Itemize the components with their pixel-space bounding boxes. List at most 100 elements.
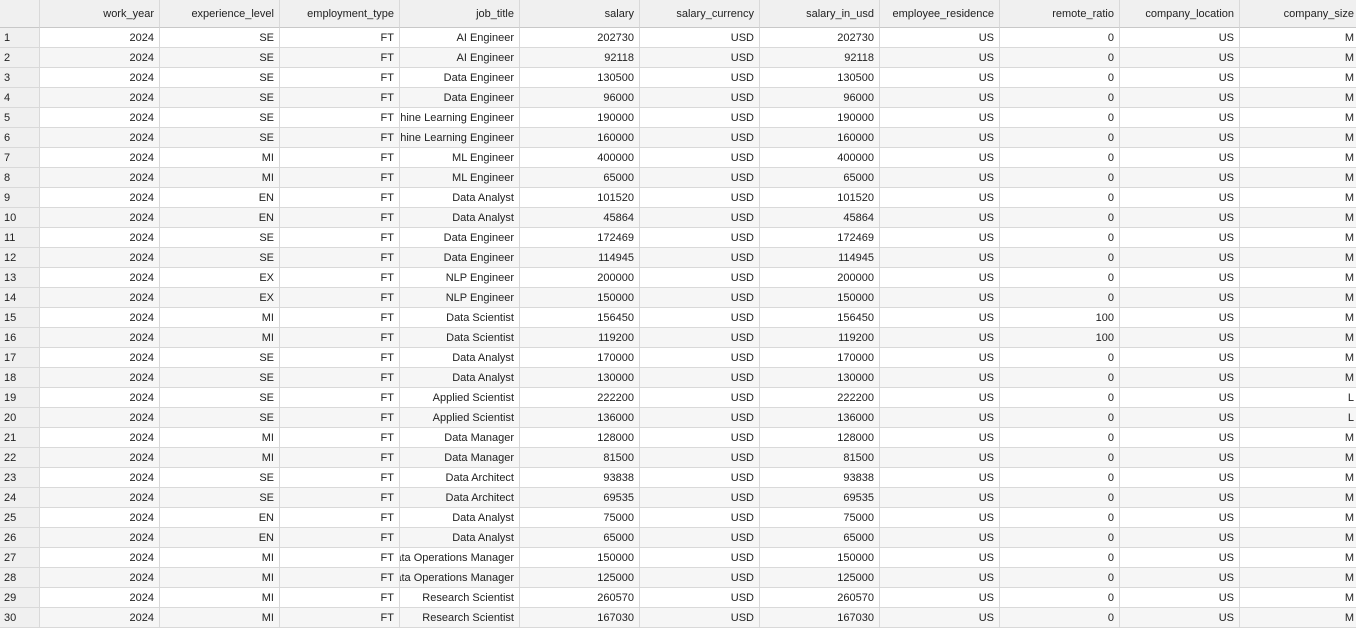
column-header[interactable]: job_title — [400, 0, 520, 28]
table-cell-text: 2024 — [129, 31, 154, 44]
row-number: 11 — [0, 228, 40, 248]
table-cell-text: 0 — [1107, 151, 1114, 164]
table-cell: SE — [160, 488, 280, 508]
table-cell-text: 0 — [1107, 451, 1114, 464]
table-cell-text: M — [1344, 311, 1354, 324]
table-cell: 222200 — [760, 388, 880, 408]
table-cell: 0 — [1000, 168, 1120, 188]
table-cell-text: 45864 — [603, 211, 634, 224]
table-cell-text: 69535 — [603, 491, 634, 504]
table-cell: 0 — [1000, 388, 1120, 408]
table-cell: US — [880, 308, 1000, 328]
table-cell: USD — [640, 428, 760, 448]
table-cell: US — [1120, 248, 1240, 268]
table-cell: US — [1120, 348, 1240, 368]
table-cell: EX — [160, 288, 280, 308]
table-cell: USD — [640, 268, 760, 288]
table-cell: 190000 — [520, 108, 640, 128]
table-row: 19 2024 SE FT Applied Scientist 222200 USD 2222… — [0, 388, 1356, 408]
table-cell-text: NLP Engineer — [445, 271, 514, 284]
table-cell-text: Data Analyst — [452, 191, 514, 204]
table-cell: USD — [640, 28, 760, 48]
row-number: 3 — [0, 68, 40, 88]
column-header-text: experience_level — [191, 7, 274, 20]
table-cell: USD — [640, 328, 760, 348]
table-cell-text: US — [978, 131, 994, 144]
corner-cell — [0, 0, 40, 28]
column-header[interactable]: salary — [520, 0, 640, 28]
row-number-text: 5 — [4, 111, 11, 124]
table-cell: 100 — [1000, 308, 1120, 328]
row-number: 13 — [0, 268, 40, 288]
table-cell-text: US — [978, 531, 994, 544]
table-cell: US — [1120, 48, 1240, 68]
column-header-text: salary_currency — [676, 7, 754, 20]
table-cell: 125000 — [520, 568, 640, 588]
table-cell: M — [1240, 568, 1356, 588]
table-cell-text: 75000 — [843, 511, 874, 524]
column-header[interactable]: salary_currency — [640, 0, 760, 28]
table-cell: Data Operations Manager — [400, 548, 520, 568]
table-row: 24 2024 SE FT Data Architect 69535 USD 69535 US 0… — [0, 488, 1356, 508]
table-cell-text: SE — [259, 91, 274, 104]
table-cell-text: US — [1218, 471, 1234, 484]
column-header[interactable]: experience_level — [160, 0, 280, 28]
table-cell: USD — [640, 188, 760, 208]
row-number-text: 30 — [4, 611, 17, 624]
table-cell: M — [1240, 68, 1356, 88]
table-cell-text: FT — [380, 291, 394, 304]
table-cell: AI Engineer — [400, 48, 520, 68]
table-cell: USD — [640, 308, 760, 328]
table-cell: 130500 — [520, 68, 640, 88]
column-header[interactable]: salary_in_usd — [760, 0, 880, 28]
table-cell-text: USD — [730, 511, 754, 524]
table-cell: 0 — [1000, 68, 1120, 88]
table-cell-text: USD — [730, 411, 754, 424]
table-cell-text: Data Engineer — [443, 71, 514, 84]
table-row: 29 2024 MI FT Research Scientist 260570 USD 260… — [0, 588, 1356, 608]
table-cell-text: 2024 — [129, 511, 154, 524]
table-cell: 100 — [1000, 328, 1120, 348]
row-number-text: 20 — [4, 411, 17, 424]
table-cell: USD — [640, 48, 760, 68]
table-cell-text: 136000 — [837, 411, 874, 424]
table-cell-text: US — [978, 451, 994, 464]
table-cell: USD — [640, 128, 760, 148]
table-cell-text: USD — [730, 31, 754, 44]
table-row: 30 2024 MI FT Research Scientist 167030 USD 167… — [0, 608, 1356, 628]
table-cell: US — [880, 268, 1000, 288]
row-number: 4 — [0, 88, 40, 108]
table-cell: USD — [640, 88, 760, 108]
table-cell-text: M — [1344, 471, 1354, 484]
column-header[interactable]: company_location — [1120, 0, 1240, 28]
table-row: 2 2024 SE FT AI Engineer 92118 USD 92118 US 0 US M — [0, 48, 1356, 68]
table-cell: USD — [640, 488, 760, 508]
column-header[interactable]: remote_ratio — [1000, 0, 1120, 28]
table-cell: US — [1120, 88, 1240, 108]
table-cell: Data Scientist — [400, 308, 520, 328]
table-cell: 156450 — [520, 308, 640, 328]
table-cell: 93838 — [520, 468, 640, 488]
table-cell-text: 2024 — [129, 311, 154, 324]
table-cell-text: 0 — [1107, 31, 1114, 44]
table-cell-text: US — [978, 291, 994, 304]
table-cell: 0 — [1000, 468, 1120, 488]
table-cell-text: 130000 — [597, 371, 634, 384]
table-cell: 96000 — [760, 88, 880, 108]
table-cell: US — [1120, 368, 1240, 388]
table-cell: M — [1240, 148, 1356, 168]
table-cell: 0 — [1000, 128, 1120, 148]
table-cell: M — [1240, 508, 1356, 528]
table-cell-text: US — [1218, 151, 1234, 164]
table-cell: 2024 — [40, 328, 160, 348]
column-header[interactable]: work_year — [40, 0, 160, 28]
table-cell-text: US — [1218, 611, 1234, 624]
table-cell-text: 2024 — [129, 131, 154, 144]
column-header[interactable]: employment_type — [280, 0, 400, 28]
table-cell-text: 0 — [1107, 491, 1114, 504]
column-header[interactable]: employee_residence — [880, 0, 1000, 28]
column-header[interactable]: company_size — [1240, 0, 1356, 28]
table-cell-text: US — [978, 611, 994, 624]
table-cell: 150000 — [520, 548, 640, 568]
